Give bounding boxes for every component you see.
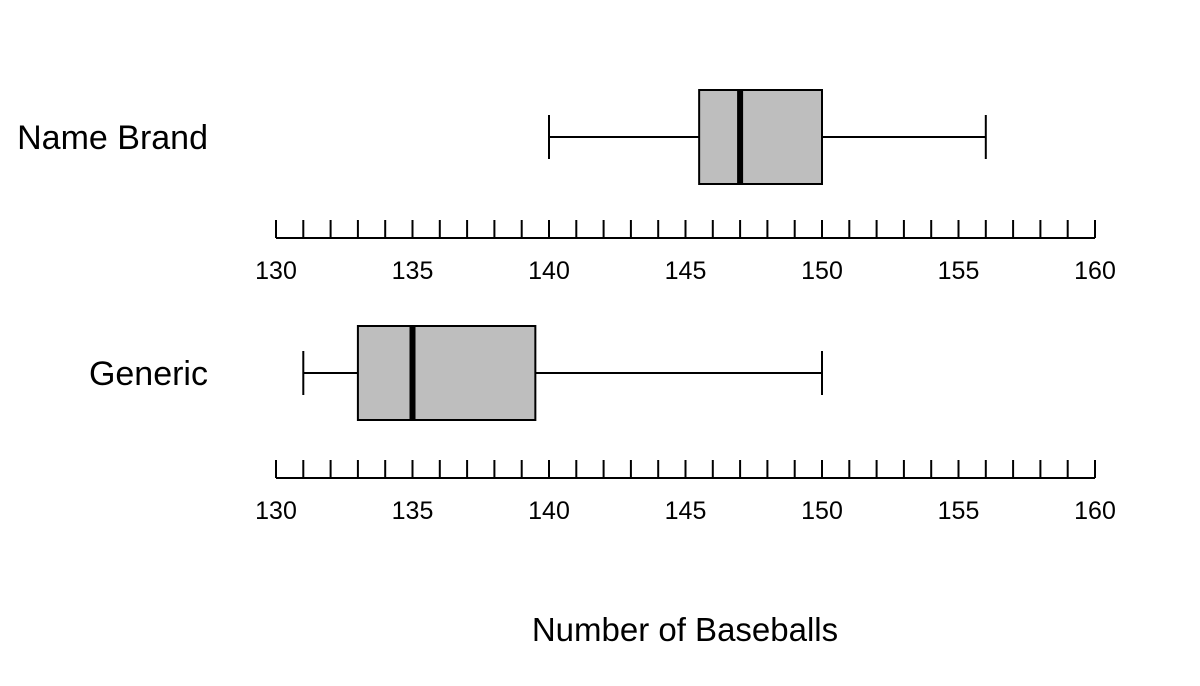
tick-label: 150 <box>801 257 843 285</box>
tick-label: 140 <box>528 497 570 525</box>
box-generic <box>356 325 537 421</box>
tick-label: 145 <box>665 497 707 525</box>
category-label-name-brand: Name Brand <box>17 119 208 157</box>
tick-label: 130 <box>255 497 297 525</box>
tick-label: 135 <box>392 497 434 525</box>
tick-label: 160 <box>1074 257 1116 285</box>
tick-label: 135 <box>392 257 434 285</box>
category-label-generic: Generic <box>89 355 208 393</box>
tick-label: 150 <box>801 497 843 525</box>
tick-label: 155 <box>938 497 980 525</box>
box-name-brand <box>698 89 824 185</box>
tick-label: 155 <box>938 257 980 285</box>
tick-label: 160 <box>1074 497 1116 525</box>
x-axis-title: Number of Baseballs <box>532 611 838 648</box>
tick-label: 140 <box>528 257 570 285</box>
tick-label: 130 <box>255 257 297 285</box>
tick-label: 145 <box>665 257 707 285</box>
